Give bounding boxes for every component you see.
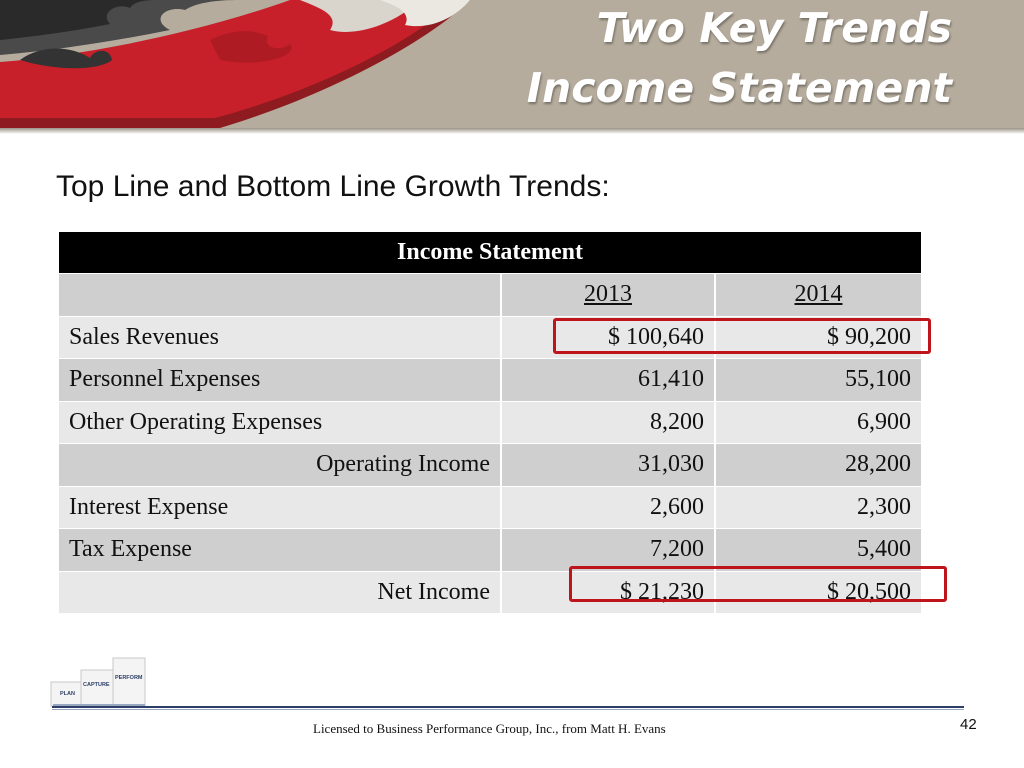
license-footer: Licensed to Business Performance Group, …: [313, 721, 666, 736]
slide-title-line1: Two Key Trends: [596, 4, 952, 52]
logo-step-perform: PERFORM: [115, 675, 143, 681]
value-2014: 5,400: [716, 529, 921, 571]
value-2013: 8,200: [502, 401, 716, 443]
row-label: Personnel Expenses: [59, 359, 502, 401]
row-label: Operating Income: [59, 444, 502, 486]
table-row: Interest Expense 2,600 2,300: [59, 485, 921, 528]
value-2014: 6,900: [716, 401, 921, 443]
value-2013: $ 21,230: [502, 571, 716, 613]
footer-divider-secondary: [52, 709, 964, 710]
logo-step-plan: PLAN: [60, 691, 75, 697]
plan-capture-perform-logo: PLAN CAPTURE PERFORM: [50, 657, 146, 707]
page-number: 42: [960, 716, 977, 733]
slide-title-line2: Income Statement: [526, 64, 952, 112]
value-2013: 31,030: [502, 444, 716, 486]
value-2013: 7,200: [502, 529, 716, 571]
row-label: Net Income: [59, 571, 502, 613]
value-2014: 55,100: [716, 359, 921, 401]
net-income-highlight-box: [569, 566, 947, 602]
row-label: Tax Expense: [59, 529, 502, 571]
header-empty-cell: [59, 274, 502, 316]
year-2013-header: 2013: [502, 274, 716, 316]
puzzle-graphic: [0, 0, 470, 128]
table-title: Income Statement: [59, 232, 921, 273]
year-2014-header: 2014: [716, 274, 921, 316]
table-row: Operating Income 31,030 28,200: [59, 443, 921, 486]
table-header-row: 2013 2014: [59, 273, 921, 316]
header-banner: Two Key Trends Income Statement: [0, 0, 1024, 128]
footer-divider: [52, 706, 964, 708]
table-row: Tax Expense 7,200 5,400: [59, 528, 921, 571]
table-row: Other Operating Expenses 8,200 6,900: [59, 400, 921, 443]
logo-step-capture: CAPTURE: [83, 682, 110, 688]
table-row: Personnel Expenses 61,410 55,100: [59, 358, 921, 401]
row-label: Interest Expense: [59, 486, 502, 528]
value-2014: 2,300: [716, 486, 921, 528]
row-label: Sales Revenues: [59, 316, 502, 358]
value-2014: 28,200: [716, 444, 921, 486]
sales-highlight-box: [553, 318, 931, 354]
slide-subtitle: Top Line and Bottom Line Growth Trends:: [56, 170, 610, 203]
income-statement-table: Income Statement 2013 2014 Sales Revenue…: [59, 232, 921, 613]
row-label: Other Operating Expenses: [59, 401, 502, 443]
value-2013: 2,600: [502, 486, 716, 528]
header-shadow: [0, 128, 1024, 134]
value-2013: 61,410: [502, 359, 716, 401]
